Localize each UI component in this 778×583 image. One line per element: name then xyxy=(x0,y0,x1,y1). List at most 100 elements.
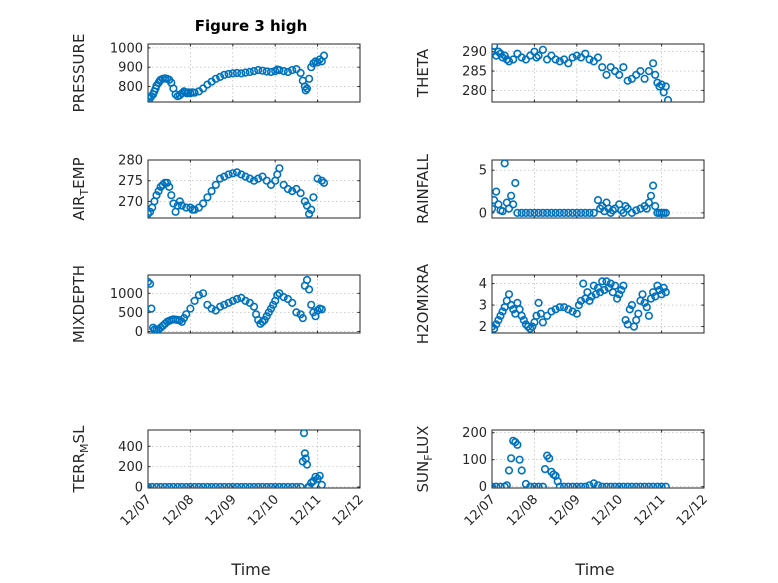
data-point xyxy=(515,455,524,464)
data-point xyxy=(530,482,539,488)
data-point xyxy=(651,202,660,211)
data-point xyxy=(173,482,182,488)
data-point xyxy=(632,482,641,488)
data-point xyxy=(653,482,662,488)
data-point xyxy=(249,176,259,185)
data-point xyxy=(254,174,263,183)
data-point xyxy=(551,305,560,314)
data-point xyxy=(305,285,314,294)
data-point xyxy=(640,74,649,83)
y-tick-label: 500 xyxy=(118,306,143,321)
data-point xyxy=(177,482,186,488)
series-markers xyxy=(148,430,326,488)
data-point xyxy=(492,44,499,50)
data-point xyxy=(504,466,514,475)
data-point xyxy=(279,482,288,488)
data-point xyxy=(595,288,605,297)
data-point xyxy=(615,482,624,488)
data-point xyxy=(288,298,297,308)
axes-box xyxy=(147,43,361,103)
data-point xyxy=(538,208,548,217)
data-point xyxy=(564,305,573,314)
data-point xyxy=(621,316,630,325)
data-point xyxy=(309,193,318,202)
y-tick-label: 0 xyxy=(135,480,143,495)
axes-box xyxy=(491,43,705,103)
data-point xyxy=(657,482,666,488)
data-point xyxy=(587,292,596,301)
data-point xyxy=(307,478,316,488)
data-point xyxy=(534,51,543,60)
data-point xyxy=(298,314,307,323)
data-point xyxy=(602,482,611,488)
data-point xyxy=(224,69,233,79)
data-point xyxy=(237,170,246,179)
data-point xyxy=(602,70,611,79)
data-point xyxy=(619,63,628,72)
data-point xyxy=(224,298,233,308)
y-axis-label: AIRTEMP xyxy=(70,157,91,220)
data-point xyxy=(646,191,656,200)
data-point xyxy=(649,482,658,488)
data-point xyxy=(559,208,569,217)
data-point xyxy=(619,482,628,488)
data-point xyxy=(262,482,271,488)
data-point xyxy=(216,174,225,183)
data-point xyxy=(305,209,314,218)
data-point xyxy=(492,322,497,331)
y-tick-label: 100 xyxy=(462,453,487,468)
data-point xyxy=(568,482,577,488)
data-point xyxy=(568,53,577,62)
data-point xyxy=(216,302,225,311)
data-point xyxy=(581,482,590,488)
data-point xyxy=(545,454,554,463)
data-point xyxy=(644,66,654,76)
data-point xyxy=(186,304,195,313)
data-point xyxy=(156,482,165,488)
data-point xyxy=(627,301,637,310)
data-point xyxy=(492,324,499,333)
data-point xyxy=(574,301,584,310)
data-point xyxy=(559,303,569,312)
data-point xyxy=(300,197,310,206)
data-point xyxy=(148,482,157,488)
data-point xyxy=(642,303,651,312)
data-point xyxy=(519,316,528,325)
data-point xyxy=(279,66,288,76)
data-point xyxy=(288,187,297,196)
y-tick-label: 1000 xyxy=(110,287,143,302)
data-point xyxy=(154,187,163,196)
figure-title: Figure 3 high xyxy=(195,17,308,35)
x-axis-label-left: Time xyxy=(230,560,270,579)
data-point xyxy=(585,296,594,305)
data-point xyxy=(585,208,594,217)
y-axis-label: TERRMSL xyxy=(70,425,91,494)
series-markers xyxy=(148,164,329,218)
data-point xyxy=(648,181,658,190)
y-tick-label: 285 xyxy=(462,65,487,80)
axes-box xyxy=(147,274,361,334)
data-point xyxy=(564,59,573,68)
data-point xyxy=(657,80,666,89)
data-point xyxy=(534,482,543,488)
data-point xyxy=(507,454,516,463)
data-point xyxy=(232,68,242,78)
data-point xyxy=(237,69,246,78)
data-point xyxy=(538,482,547,488)
data-point xyxy=(173,201,182,210)
data-point xyxy=(615,290,624,299)
data-point xyxy=(504,204,514,213)
data-point xyxy=(509,55,518,64)
data-point xyxy=(241,172,250,181)
data-point xyxy=(661,208,670,217)
data-point xyxy=(648,59,658,68)
data-point xyxy=(492,482,497,488)
data-point xyxy=(640,298,649,308)
data-point xyxy=(190,88,199,97)
data-point xyxy=(296,189,305,198)
data-point xyxy=(576,482,586,488)
data-point xyxy=(254,482,263,488)
data-point xyxy=(663,96,673,102)
series-markers xyxy=(148,51,329,102)
